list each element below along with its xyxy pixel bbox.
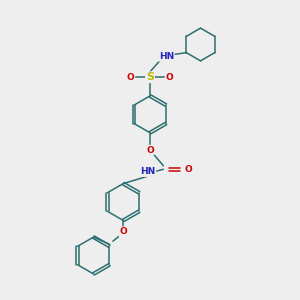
Text: O: O — [119, 227, 127, 236]
Text: O: O — [165, 73, 173, 82]
Text: HN: HN — [159, 52, 174, 61]
Text: O: O — [127, 73, 135, 82]
Text: O: O — [146, 146, 154, 154]
Text: O: O — [185, 165, 193, 174]
Text: HN: HN — [140, 167, 155, 176]
Text: S: S — [146, 72, 154, 82]
